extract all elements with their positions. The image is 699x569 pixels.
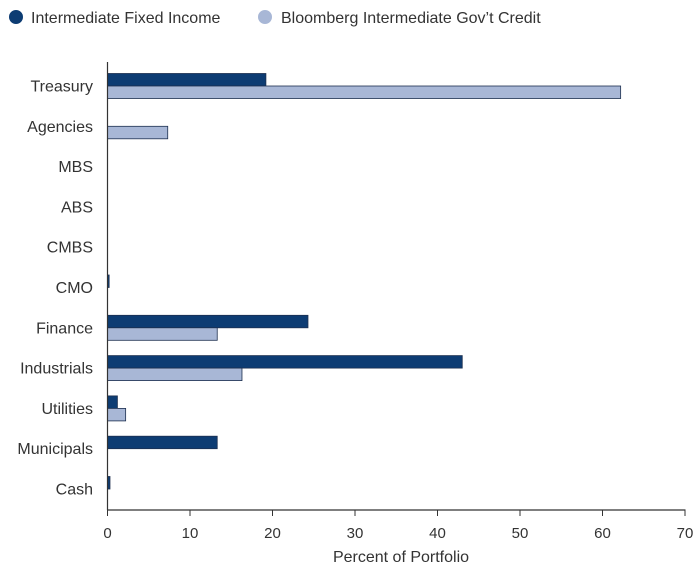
category-label-agencies: Agencies: [27, 119, 93, 136]
bar-finance-intermediate-fixed-income: [107, 314, 309, 329]
x-axis-title: Percent of Portfolio: [333, 549, 469, 566]
bar-treasury-bloomberg-intermediate-gov-t-credit: [107, 85, 622, 99]
bar-municipals-intermediate-fixed-income: [107, 435, 218, 450]
bar-treasury-intermediate-fixed-income: [107, 73, 267, 87]
category-label-industrials: Industrials: [20, 361, 93, 378]
bar-agencies-bloomberg-intermediate-gov-t-credit: [107, 125, 169, 140]
x-tick-label-60: 60: [594, 525, 611, 542]
legend-label-bloomberg-intermediate-govt-credit: Bloomberg Intermediate Gov’t Credit: [281, 10, 541, 27]
legend: Intermediate Fixed Income Bloomberg Inte…: [9, 10, 541, 27]
category-label-cash: Cash: [56, 482, 93, 499]
x-tick-label-70: 70: [677, 525, 694, 542]
bar-finance-bloomberg-intermediate-gov-t-credit: [107, 327, 218, 341]
x-tick-label-0: 0: [103, 525, 111, 542]
legend-marker-intermediate-fixed-income: [9, 10, 23, 24]
category-label-cmbs: CMBS: [47, 240, 93, 257]
bar-utilities-bloomberg-intermediate-gov-t-credit: [107, 407, 127, 422]
category-label-utilities: Utilities: [41, 401, 93, 418]
category-label-treasury: Treasury: [30, 79, 93, 96]
x-tick-label-20: 20: [264, 525, 281, 542]
legend-label-intermediate-fixed-income: Intermediate Fixed Income: [31, 10, 221, 27]
legend-marker-bloomberg-intermediate-govt-credit: [258, 10, 272, 24]
plot-area: [107, 73, 622, 490]
category-label-cmo: CMO: [56, 280, 93, 297]
bar-industrials-bloomberg-intermediate-gov-t-credit: [107, 367, 243, 382]
x-tick-label-30: 30: [347, 525, 364, 542]
category-label-finance: Finance: [36, 320, 93, 337]
category-labels: Treasury Agencies MBS ABS CMBS CMO Finance Indu…: [17, 79, 93, 499]
bar-utilities-intermediate-fixed-income: [107, 395, 118, 409]
category-label-municipals: Municipals: [17, 441, 93, 458]
category-label-abs: ABS: [61, 199, 93, 216]
x-tick-label-40: 40: [429, 525, 446, 542]
bar-industrials-intermediate-fixed-income: [107, 355, 463, 369]
category-label-mbs: MBS: [58, 159, 93, 176]
x-tick-label-50: 50: [512, 525, 529, 542]
x-axis-ticks: 0 10 20 30 40 50 60 70: [103, 510, 693, 542]
x-tick-label-10: 10: [182, 525, 199, 542]
